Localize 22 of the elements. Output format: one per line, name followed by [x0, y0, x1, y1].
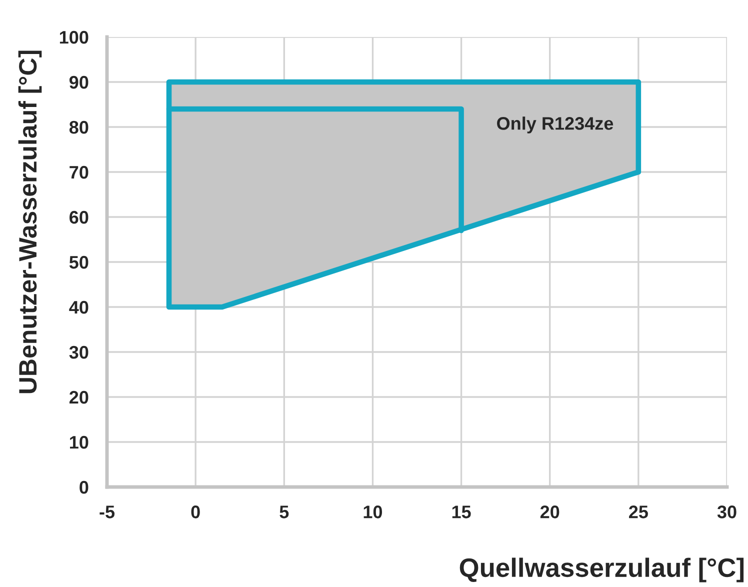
x-tick-label: 30 — [717, 506, 736, 518]
y-tick-label: 30 — [69, 346, 88, 359]
y-tick-label: 100 — [60, 30, 88, 44]
y-tick-label: 40 — [69, 300, 88, 314]
y-axis-title: UBenutzer-Wasserzulauf [°C] — [18, 50, 42, 394]
x-tick-label: 0 — [191, 506, 200, 518]
y-tick-label: 80 — [69, 120, 88, 134]
x-tick-label: 25 — [629, 506, 648, 518]
x-tick-label: 20 — [540, 506, 560, 518]
y-tick-label: 90 — [69, 76, 88, 89]
y-tick-label: 20 — [69, 390, 88, 404]
y-tick-label: 50 — [69, 256, 88, 269]
x-tick-label: 10 — [364, 506, 382, 518]
x-tick-label: 15 — [452, 506, 471, 518]
x-axis-title: Quellwasserzulauf [°C] — [460, 558, 744, 582]
y-tick-label: 70 — [70, 166, 88, 179]
y-tick-label: 60 — [70, 210, 88, 224]
y-tick-label: 0 — [80, 480, 88, 494]
x-tick-label: -5 — [100, 506, 115, 518]
x-tick-label: 5 — [280, 506, 289, 518]
annotation: Only R1234ze — [497, 116, 614, 134]
y-tick-label: 10 — [70, 436, 88, 449]
